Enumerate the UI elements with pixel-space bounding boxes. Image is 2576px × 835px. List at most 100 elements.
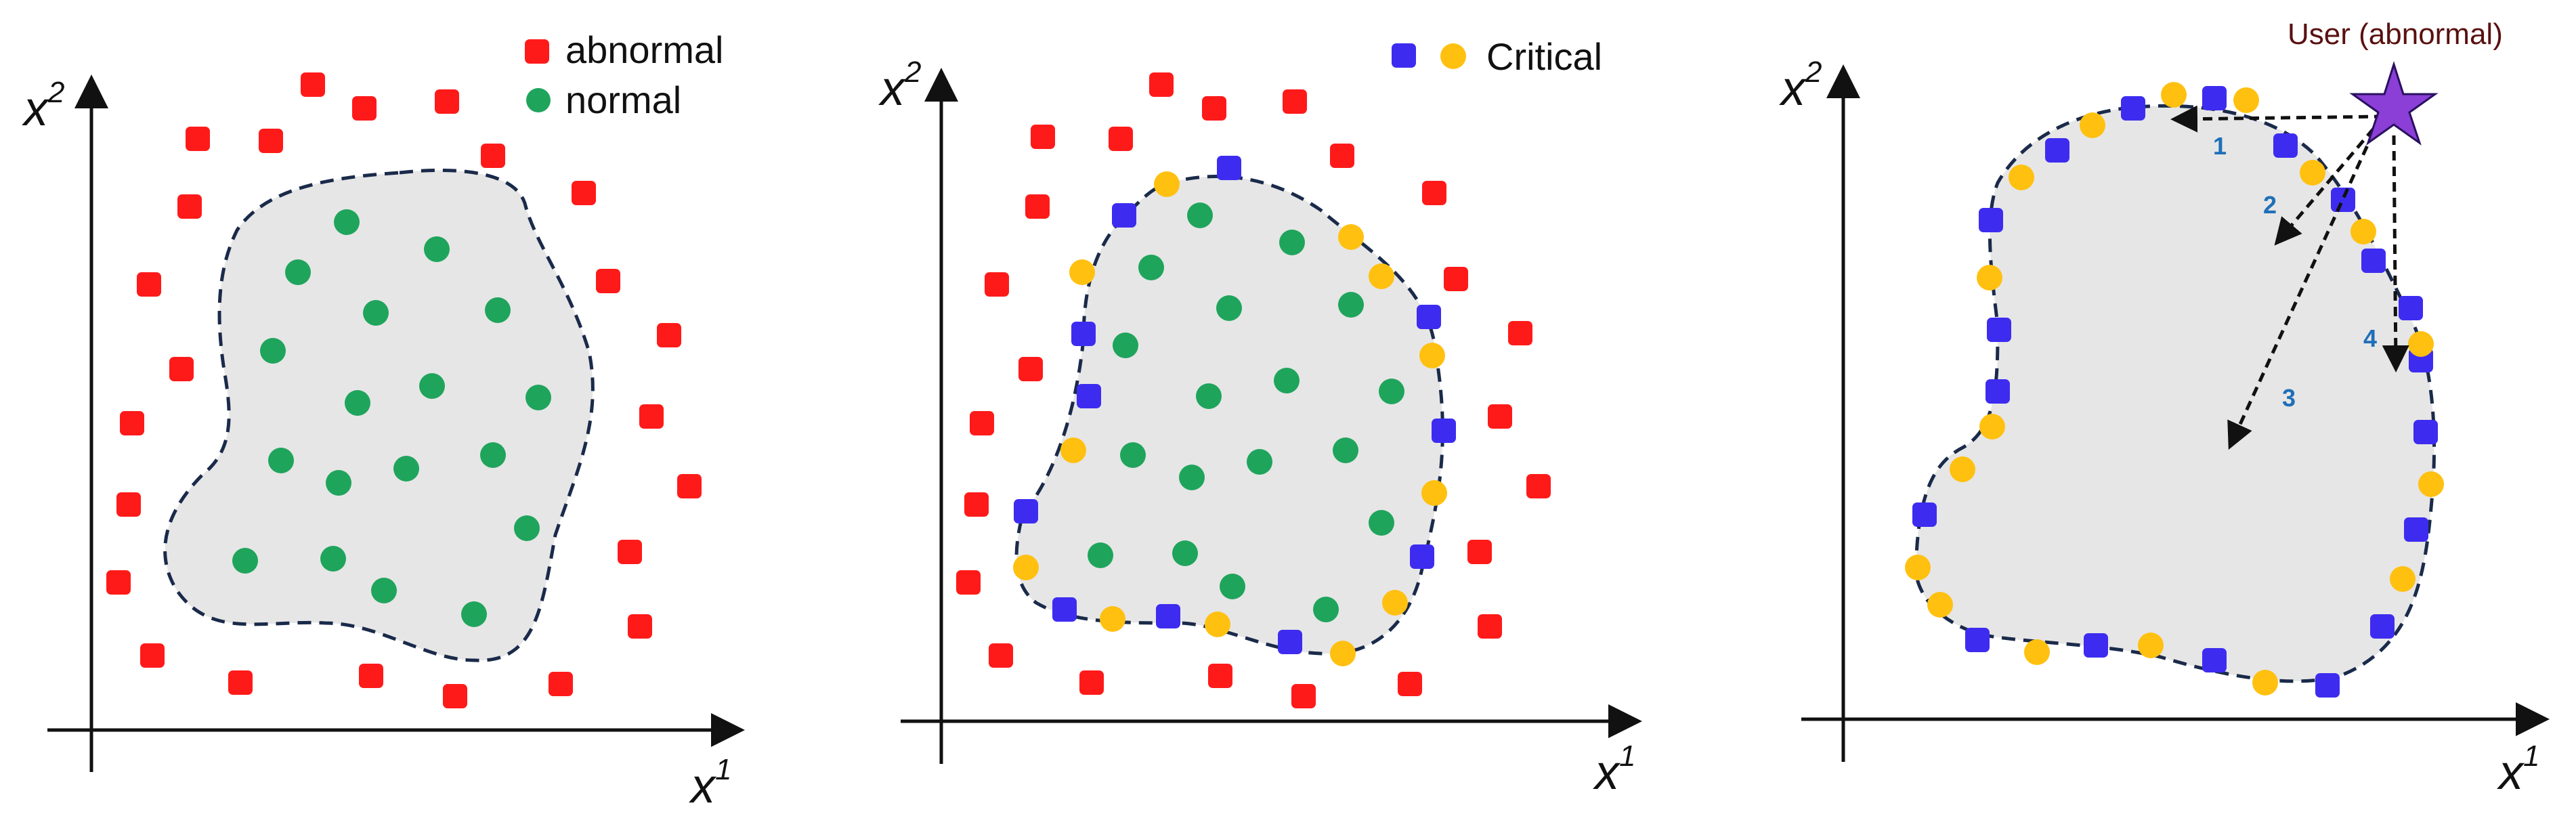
normal-point: [371, 578, 397, 603]
critical-circle-point: [1979, 414, 2005, 440]
arrow-2: [2274, 127, 2375, 246]
critical-square-point: [1912, 502, 1937, 527]
arrow-4-label: 4: [2363, 324, 2377, 352]
critical-square-point: [2315, 673, 2340, 698]
critical-square-point: [1987, 318, 2011, 342]
x-axis-label: x1: [2497, 740, 2539, 800]
y-axis-label: x2: [878, 56, 921, 116]
normal-point: [525, 385, 551, 410]
normal-point: [285, 259, 311, 285]
normal-point: [345, 390, 370, 416]
arrow-4: [2382, 135, 2409, 372]
critical-circle-point: [2233, 87, 2259, 113]
critical-square-point: [1417, 305, 1441, 329]
normal-point: [1120, 442, 1146, 468]
critical-circle-point: [1154, 171, 1180, 197]
normal-point: [334, 209, 360, 235]
abnormal-point: [1018, 357, 1043, 381]
normal-point: [1172, 540, 1198, 566]
normal-point: [268, 448, 294, 473]
abnormal-point: [1444, 267, 1468, 291]
normal-points: [232, 209, 551, 627]
legend-normal-icon: [526, 88, 551, 112]
critical-circle-point: [1905, 555, 1931, 580]
critical-circle-point: [1977, 265, 2002, 291]
abnormal-point: [1467, 540, 1492, 564]
arrow-1: [2170, 105, 2384, 133]
critical-square-point: [2121, 96, 2145, 121]
critical-circle-point: [1421, 480, 1447, 506]
critical-circle-point: [2080, 112, 2105, 138]
critical-square-point: [1278, 630, 1302, 654]
abnormal-point: [1422, 181, 1446, 205]
critical-square-point: [2413, 420, 2438, 444]
critical-circle-point: [1205, 612, 1230, 637]
legend-abnormal-label: abnormal: [565, 28, 723, 71]
abnormal-point: [657, 323, 681, 347]
critical-circle-point: [1950, 456, 1975, 482]
normal-point: [1113, 333, 1138, 358]
legend-abnormal-icon: [525, 39, 549, 64]
critical-circle-point: [1338, 224, 1364, 250]
abnormal-point: [628, 614, 652, 639]
normal-point: [461, 601, 487, 627]
y-axis-label: x2: [22, 76, 64, 136]
normal-point: [1179, 465, 1205, 490]
normal-point: [424, 236, 450, 262]
critical-square-point: [2399, 296, 2423, 320]
critical-square-point: [2331, 188, 2355, 212]
normal-point: [1138, 255, 1164, 280]
normal-point: [1279, 230, 1305, 255]
critical-square-point: [1052, 597, 1077, 622]
abnormal-point: [443, 684, 467, 708]
abnormal-point: [1488, 404, 1512, 429]
abnormal-point: [1149, 72, 1174, 97]
critical-square-point: [1217, 156, 1241, 180]
critical-circle-point: [2252, 670, 2278, 695]
critical-circle-point: [1927, 592, 1953, 618]
normal-point: [1338, 292, 1364, 318]
normal-point: [1247, 449, 1272, 475]
abnormal-point: [639, 404, 664, 429]
critical-circle-point: [2418, 471, 2444, 497]
critical-circle-point: [2024, 639, 2050, 665]
abnormal-point: [677, 474, 702, 498]
critical-circle-point: [1013, 555, 1039, 580]
critical-points: [1013, 156, 1456, 666]
critical-square-point: [1156, 604, 1180, 628]
critical-square-point: [1014, 499, 1038, 523]
critical-circle-point: [1330, 641, 1356, 666]
normal-point: [326, 470, 351, 496]
abnormal-point: [301, 72, 325, 97]
user-label: User (abnormal): [2288, 18, 2503, 51]
critical-circle-point: [2161, 82, 2187, 108]
critical-square-point: [1432, 419, 1456, 443]
critical-circle-point: [2408, 331, 2434, 357]
y-axis-label: x2: [1779, 56, 1822, 116]
abnormal-point: [964, 492, 989, 517]
normal-point: [1220, 574, 1245, 599]
normal-point: [393, 456, 419, 481]
critical-square-point: [1965, 628, 1990, 652]
critical-square-point: [1071, 322, 1096, 346]
abnormal-point: [985, 272, 1009, 297]
abnormal-point: [989, 643, 1013, 668]
abnormal-point: [177, 194, 202, 219]
normal-point: [1216, 295, 1242, 321]
abnormal-point: [970, 411, 994, 435]
abnormal-point: [1079, 670, 1104, 695]
abnormal-point: [1208, 664, 1232, 688]
abnormal-point: [116, 492, 141, 517]
panel-1: abnormal normal x2 x1: [22, 28, 745, 813]
abnormal-point: [1283, 89, 1307, 114]
normal-point: [419, 373, 445, 399]
critical-circle-point: [2390, 566, 2416, 592]
abnormal-point: [359, 664, 383, 688]
critical-square-point: [1985, 379, 2010, 404]
critical-circle-point: [1069, 259, 1095, 285]
normal-region: [163, 169, 595, 662]
abnormal-point: [106, 570, 131, 595]
arrow-2-label: 2: [2263, 191, 2277, 219]
critical-square-point: [2404, 517, 2428, 542]
